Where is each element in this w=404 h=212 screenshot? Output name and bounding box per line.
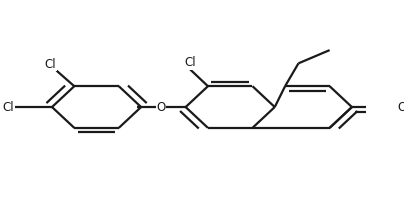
Text: Cl: Cl [45, 58, 57, 71]
Text: Cl: Cl [184, 56, 196, 69]
Text: Cl: Cl [2, 100, 14, 114]
Text: O: O [156, 100, 166, 114]
Text: O: O [398, 100, 404, 114]
